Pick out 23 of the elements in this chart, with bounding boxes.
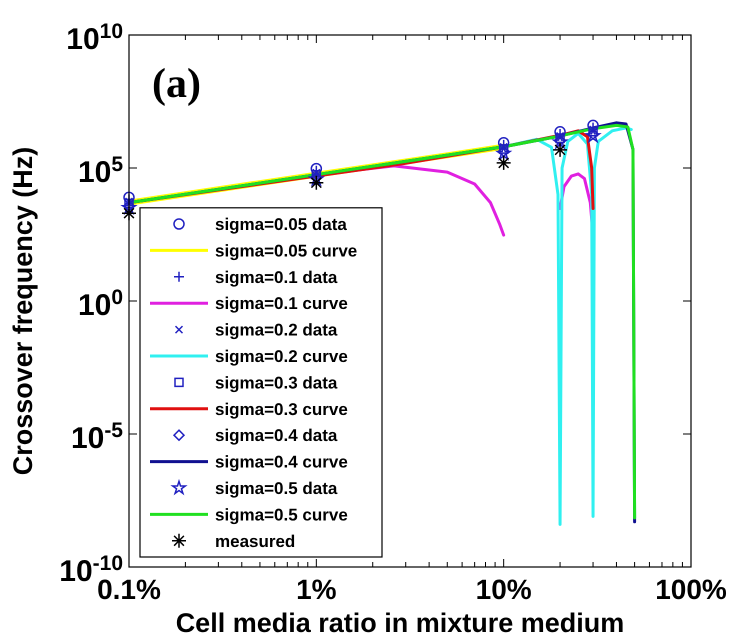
x-tick-label: 1% [296, 574, 337, 605]
x-tick-label: 10% [476, 574, 532, 605]
y-tick-label: 10$^{5}$ [78, 152, 124, 189]
legend-label: measured [215, 532, 296, 551]
legend-label: sigma=0.05 curve [215, 241, 358, 260]
y-tick-label: 10$^{10}$ [66, 20, 123, 56]
legend-label: sigma=0.05 data [215, 215, 348, 234]
x-axis-title: Cell media ratio in mixture medium [176, 608, 624, 638]
legend-label: sigma=0.4 data [215, 426, 338, 446]
y-axis-title: Crossover frequency (Hz) [8, 146, 38, 476]
legend-label: sigma=0.2 data [215, 320, 338, 340]
legend-label: sigma=0.3 curve [215, 400, 348, 419]
legend-label: sigma=0.1 data [215, 268, 338, 287]
x-tick-label: 100% [655, 574, 727, 605]
legend-label: sigma=0.5 curve [215, 505, 348, 524]
legend-label: sigma=0.2 curve [215, 347, 348, 366]
y-tick-label: 10$^{0}$ [78, 286, 123, 322]
y-tick-label: 10$^{-5}$ [70, 418, 124, 455]
legend-label: sigma=0.3 data [215, 373, 338, 392]
legend-label: sigma=0.4 curve [215, 452, 348, 472]
legend-label: sigma=0.1 curve [215, 294, 348, 314]
legend-label: sigma=0.5 data [215, 479, 338, 498]
annotation: (a) [152, 61, 201, 107]
